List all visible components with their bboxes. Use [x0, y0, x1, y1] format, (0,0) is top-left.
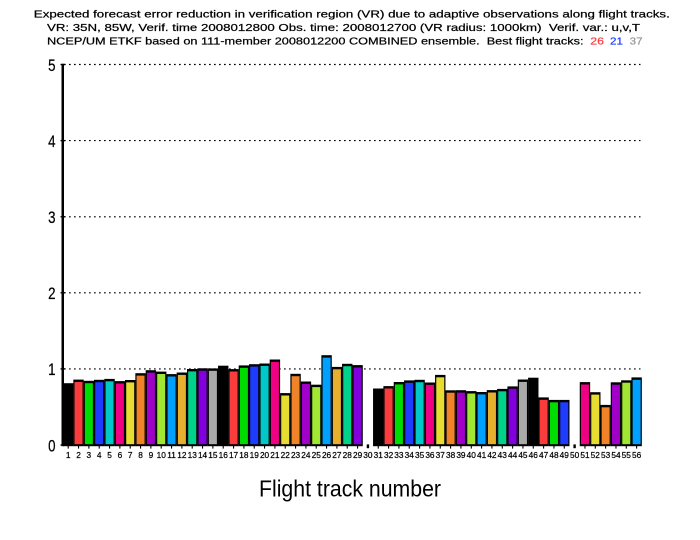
svg-text:16: 16	[219, 450, 229, 460]
svg-text:9: 9	[149, 450, 154, 460]
svg-text:25: 25	[312, 450, 322, 460]
svg-text:6: 6	[118, 450, 123, 460]
svg-text:23: 23	[291, 450, 301, 460]
svg-text:26: 26	[590, 37, 604, 48]
svg-text:2: 2	[76, 450, 81, 460]
svg-text:5: 5	[107, 450, 112, 460]
svg-text:51: 51	[580, 450, 590, 460]
svg-text:53: 53	[601, 450, 611, 460]
svg-text:4: 4	[48, 133, 55, 151]
svg-text:VR: 35N, 85W, Verif. time 2008: VR: 35N, 85W, Verif. time 2008012800 Obs…	[47, 23, 641, 34]
svg-text:55: 55	[622, 450, 632, 460]
svg-text:45: 45	[518, 450, 528, 460]
svg-text:28: 28	[343, 450, 353, 460]
svg-text:38: 38	[446, 450, 456, 460]
svg-text:2: 2	[48, 285, 55, 303]
svg-text:3: 3	[87, 450, 92, 460]
svg-text:35: 35	[415, 450, 425, 460]
svg-text:8: 8	[138, 450, 143, 460]
svg-text:17: 17	[229, 450, 239, 460]
svg-text:NCEP/UM ETKF based on 111-memb: NCEP/UM ETKF based on 111-member 2008012…	[47, 37, 584, 48]
svg-text:47: 47	[539, 450, 549, 460]
svg-text:32: 32	[384, 450, 394, 460]
svg-text:50: 50	[570, 450, 580, 460]
svg-text:20: 20	[260, 450, 270, 460]
svg-text:21: 21	[610, 37, 623, 48]
svg-text:13: 13	[188, 450, 198, 460]
svg-text:22: 22	[281, 450, 291, 460]
svg-text:Expected forecast error reduct: Expected forecast error reduction in ver…	[34, 10, 670, 21]
svg-text:0: 0	[48, 437, 55, 455]
svg-text:42: 42	[487, 450, 497, 460]
svg-text:46: 46	[529, 450, 539, 460]
svg-text:18: 18	[239, 450, 249, 460]
svg-text:44: 44	[508, 450, 518, 460]
svg-text:14: 14	[198, 450, 208, 460]
svg-text:1: 1	[48, 361, 55, 379]
svg-text:12: 12	[177, 450, 187, 460]
svg-text:Flight track number: Flight track number	[259, 476, 441, 502]
svg-text:26: 26	[322, 450, 332, 460]
svg-text:40: 40	[467, 450, 477, 460]
svg-text:29: 29	[353, 450, 363, 460]
svg-text:37: 37	[630, 37, 643, 48]
svg-text:31: 31	[374, 450, 384, 460]
svg-text:56: 56	[632, 450, 642, 460]
svg-text:4: 4	[97, 450, 102, 460]
svg-text:54: 54	[611, 450, 621, 460]
svg-text:33: 33	[394, 450, 404, 460]
svg-text:1: 1	[66, 450, 71, 460]
svg-text:7: 7	[128, 450, 133, 460]
svg-text:19: 19	[250, 450, 260, 460]
svg-text:15: 15	[208, 450, 218, 460]
svg-text:36: 36	[425, 450, 435, 460]
svg-text:24: 24	[301, 450, 311, 460]
svg-text:21: 21	[270, 450, 280, 460]
svg-text:52: 52	[591, 450, 601, 460]
svg-text:48: 48	[549, 450, 559, 460]
svg-text:27: 27	[332, 450, 342, 460]
svg-text:11: 11	[167, 450, 176, 460]
svg-text:5: 5	[48, 57, 55, 75]
svg-text:39: 39	[456, 450, 466, 460]
svg-text:43: 43	[498, 450, 508, 460]
svg-text:37: 37	[436, 450, 446, 460]
svg-text:3: 3	[48, 209, 55, 227]
svg-text:34: 34	[405, 450, 415, 460]
svg-text:10: 10	[157, 450, 167, 460]
svg-text:49: 49	[560, 450, 570, 460]
svg-text:30: 30	[363, 450, 373, 460]
svg-text:41: 41	[477, 450, 487, 460]
